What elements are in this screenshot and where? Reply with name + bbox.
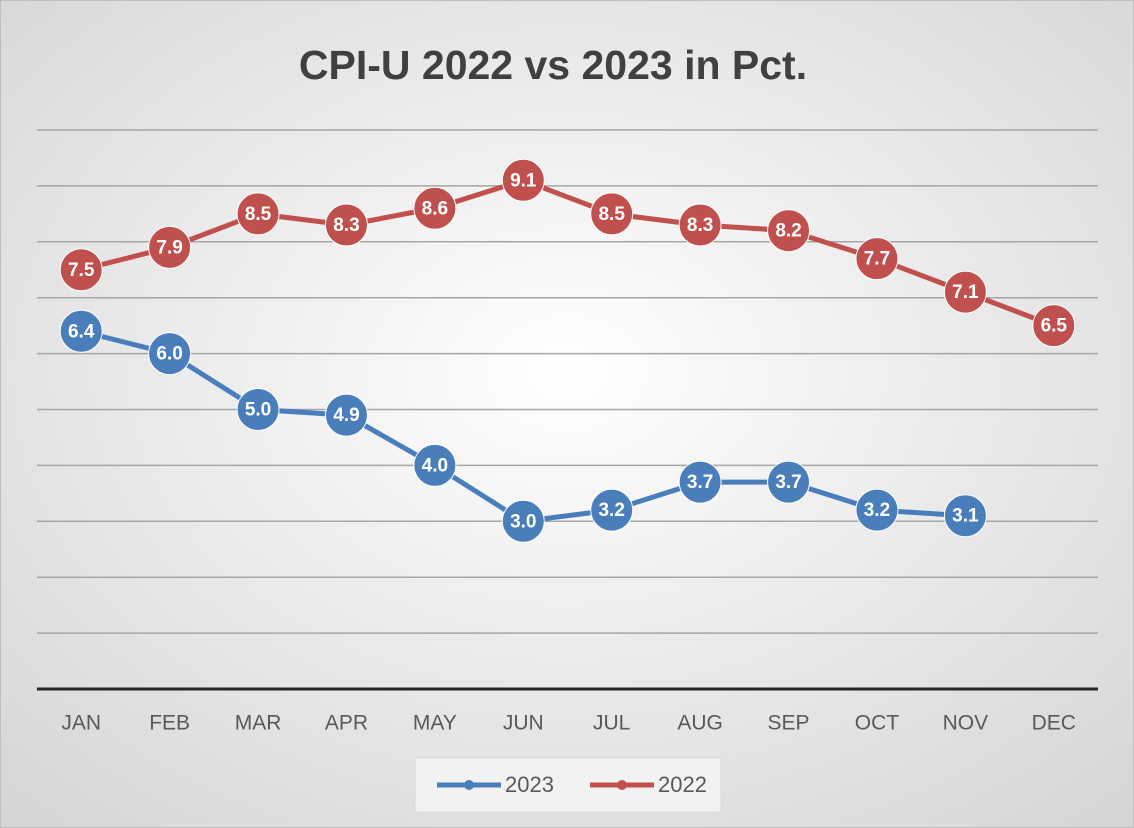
x-tick-label: OCT bbox=[855, 712, 900, 735]
data-point bbox=[59, 309, 103, 353]
legend-marker bbox=[464, 780, 474, 790]
data-point bbox=[148, 225, 192, 269]
data-point bbox=[1032, 304, 1076, 348]
data-label: 6.4 bbox=[68, 321, 95, 342]
data-point bbox=[855, 488, 899, 532]
data-label: 8.5 bbox=[245, 204, 272, 225]
data-label: 7.5 bbox=[68, 260, 95, 281]
data-label: 8.6 bbox=[422, 198, 448, 219]
data-label: 3.7 bbox=[687, 472, 713, 493]
x-tick-label: FEB bbox=[149, 712, 190, 735]
data-point bbox=[855, 237, 899, 281]
x-tick-label: MAY bbox=[413, 712, 457, 735]
data-label: 3.0 bbox=[510, 511, 536, 532]
data-label: 3.2 bbox=[864, 500, 890, 521]
data-label: 8.2 bbox=[775, 221, 801, 242]
data-label: 3.2 bbox=[598, 500, 624, 521]
data-label: 8.3 bbox=[333, 215, 359, 236]
data-point bbox=[678, 460, 722, 504]
data-point bbox=[324, 393, 368, 437]
data-point bbox=[501, 158, 545, 202]
data-label: 8.3 bbox=[687, 215, 713, 236]
data-label: 4.9 bbox=[333, 405, 359, 426]
data-label: 7.1 bbox=[952, 282, 979, 303]
data-label: 9.1 bbox=[510, 170, 537, 191]
data-point bbox=[236, 192, 280, 236]
x-tick-label: JUN bbox=[503, 712, 544, 735]
data-label: 3.1 bbox=[952, 506, 979, 527]
data-point bbox=[236, 388, 280, 431]
data-point bbox=[148, 332, 192, 376]
x-tick-label: MAR bbox=[235, 712, 282, 735]
data-point bbox=[324, 203, 368, 247]
data-point bbox=[413, 186, 457, 230]
x-tick-label: DEC bbox=[1032, 712, 1076, 735]
data-point bbox=[943, 270, 987, 314]
data-label: 4.0 bbox=[422, 455, 448, 476]
data-label: 7.9 bbox=[156, 237, 182, 258]
data-point bbox=[767, 209, 811, 253]
data-label: 7.7 bbox=[864, 249, 890, 270]
x-tick-label: APR bbox=[325, 712, 368, 735]
x-tick-label: JUL bbox=[593, 712, 630, 735]
x-tick-label: NOV bbox=[943, 712, 989, 735]
legend-label: 2023 bbox=[505, 772, 554, 797]
data-point bbox=[501, 499, 545, 543]
data-point bbox=[413, 443, 457, 487]
data-point bbox=[767, 460, 811, 504]
legend-marker bbox=[617, 780, 627, 790]
data-point bbox=[590, 192, 634, 236]
data-label: 3.7 bbox=[775, 472, 801, 493]
x-tick-label: JAN bbox=[61, 712, 101, 735]
data-point bbox=[678, 203, 722, 247]
x-tick-label: AUG bbox=[677, 712, 723, 735]
data-label: 5.0 bbox=[245, 400, 271, 421]
data-label: 8.5 bbox=[598, 204, 625, 225]
data-point bbox=[943, 494, 987, 538]
data-label: 6.0 bbox=[156, 344, 182, 365]
chart-title: CPI-U 2022 vs 2023 in Pct. bbox=[299, 42, 807, 88]
legend-label: 2022 bbox=[658, 772, 707, 797]
data-label: 6.5 bbox=[1041, 316, 1068, 337]
x-tick-label: SEP bbox=[768, 712, 810, 735]
data-point bbox=[590, 488, 634, 532]
data-point bbox=[59, 248, 103, 292]
